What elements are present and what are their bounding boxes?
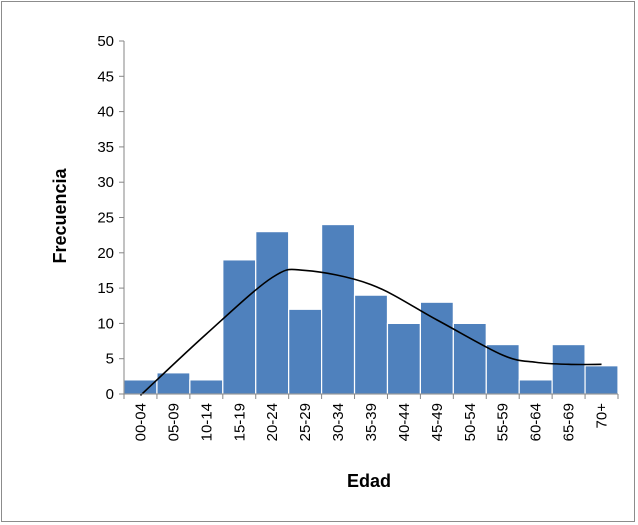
bar-00-04 (123, 379, 158, 395)
y-axis-title: Frecuencia (50, 167, 70, 263)
bar-50-54 (452, 322, 487, 395)
bar-35-39 (353, 294, 389, 395)
x-axis-title: Edad (347, 471, 391, 491)
y-tick-label: 0 (106, 386, 114, 403)
bar-70+ (584, 365, 619, 395)
bar-55-59 (485, 343, 520, 395)
x-tick-label: 35-39 (363, 403, 380, 441)
y-tick-label: 30 (97, 174, 114, 191)
x-tick-label: 15-19 (231, 403, 248, 441)
y-tick-labels: 0 5 10 15 20 25 30 35 40 45 50 (97, 33, 114, 403)
x-tick-label: 55-59 (495, 403, 512, 441)
bar-60-64 (518, 379, 553, 395)
x-tick-label: 20-24 (264, 403, 281, 441)
x-tick-label: 50-54 (462, 403, 479, 441)
y-tick-label: 35 (97, 139, 114, 156)
y-tick-label: 10 (97, 315, 114, 332)
x-tick-label: 40-44 (396, 403, 413, 441)
y-tick-label: 40 (97, 104, 114, 121)
x-tick-label: 10-14 (198, 403, 215, 441)
bar-45-49 (419, 301, 454, 395)
y-tick-label: 5 (106, 351, 114, 368)
bar-30-34 (321, 223, 356, 395)
x-tick-labels: 00-04 05-09 10-14 15-19 20-24 25-29 30-34 35-39… (132, 403, 610, 442)
x-tick-label: 25-29 (297, 403, 314, 441)
bar-15-19 (222, 259, 257, 395)
y-tick-label: 20 (97, 245, 114, 262)
x-tick-label: 00-04 (132, 403, 149, 441)
x-tick-label: 70+ (594, 403, 611, 429)
x-tick-label: 30-34 (330, 403, 347, 441)
bar-40-44 (386, 322, 422, 395)
bar-65-69 (551, 343, 586, 395)
axes-group (119, 40, 619, 399)
x-tick-label: 65-69 (561, 403, 578, 441)
y-tick-label: 50 (97, 33, 114, 50)
x-tick-label: 60-64 (528, 403, 545, 441)
x-tick-label: 45-49 (429, 403, 446, 441)
y-tick-label: 25 (97, 210, 114, 227)
trendline (139, 268, 602, 396)
y-tick-label: 15 (97, 280, 114, 297)
bar-20-24 (255, 231, 290, 395)
bars-group (123, 223, 619, 395)
y-tick-label: 45 (97, 68, 114, 85)
x-tick-label: 05-09 (165, 403, 182, 441)
bar-25-29 (288, 308, 323, 395)
bar-10-14 (189, 379, 224, 395)
